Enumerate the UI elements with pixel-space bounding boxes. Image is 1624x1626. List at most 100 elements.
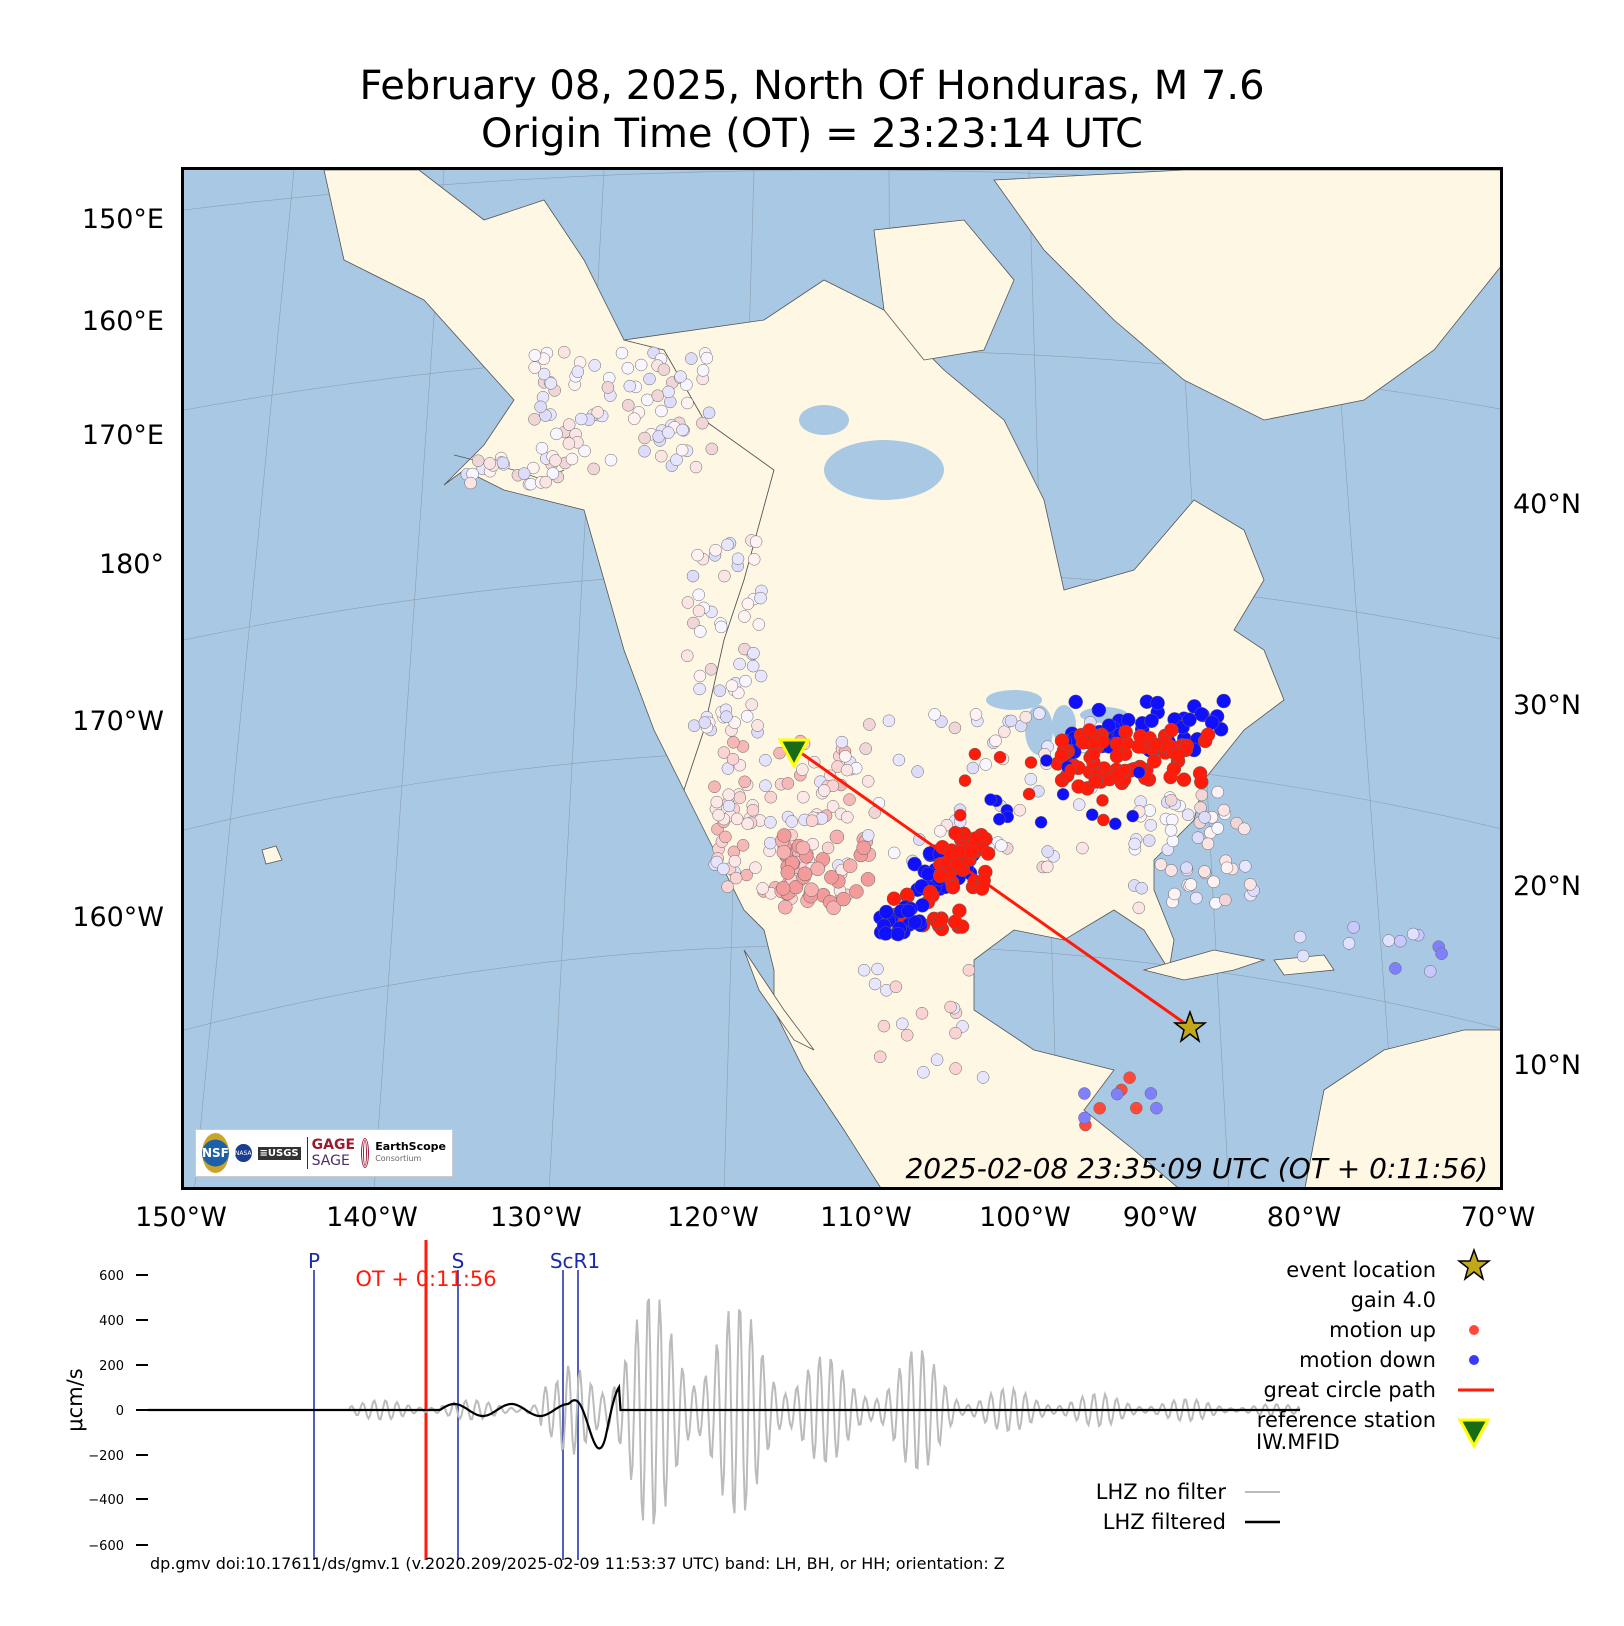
- station-marker: [689, 460, 703, 474]
- phase-marker-label: S: [452, 1249, 465, 1273]
- station-marker: [785, 815, 799, 828]
- station-marker: [810, 861, 825, 877]
- legend-motion-down: motion down: [1299, 1348, 1436, 1372]
- station-marker: [1211, 785, 1224, 799]
- station-marker: [949, 1026, 962, 1040]
- station-marker: [993, 750, 1007, 764]
- right-axis-label: 40°N: [1513, 489, 1582, 520]
- station-marker: [829, 829, 845, 845]
- station-marker: [676, 423, 689, 437]
- station-marker: [1144, 713, 1159, 729]
- station-marker: [944, 1000, 957, 1014]
- station-marker: [741, 597, 755, 611]
- station-marker: [621, 361, 635, 375]
- station-marker: [713, 684, 727, 697]
- landmasses: [261, 170, 1500, 1187]
- station-marker: [911, 765, 924, 778]
- station-marker: [859, 742, 872, 755]
- station-marker: [1201, 837, 1215, 851]
- station-marker: [1076, 841, 1089, 855]
- ot-marker-label: OT + 0:11:56: [355, 1267, 496, 1291]
- station-marker: [1180, 861, 1193, 875]
- station-marker: [1143, 804, 1157, 817]
- station-marker: [1144, 819, 1158, 832]
- station-marker: [764, 836, 777, 850]
- station-marker: [1184, 878, 1198, 891]
- y-tick-label: 400: [99, 1314, 124, 1329]
- station-marker: [1170, 747, 1186, 763]
- station-marker: [976, 1071, 990, 1084]
- station-marker: [958, 774, 972, 787]
- station-marker: [1389, 962, 1402, 975]
- station-marker: [557, 345, 571, 359]
- station-marker: [984, 793, 997, 806]
- station-marker: [821, 841, 835, 855]
- station-marker: [1191, 831, 1205, 844]
- station-marker: [915, 1007, 929, 1020]
- station-marker: [681, 596, 695, 609]
- station-marker: [759, 779, 772, 792]
- station-marker: [949, 1062, 962, 1075]
- station-marker: [1293, 930, 1307, 944]
- station-marker: [953, 808, 967, 822]
- y-tick-label: −400: [88, 1493, 124, 1508]
- bottom-axis-label: 100°W: [979, 1202, 1071, 1233]
- station-marker: [738, 610, 751, 623]
- sage-text: SAGE: [311, 1153, 350, 1169]
- station-marker: [892, 753, 906, 767]
- station-marker: [1382, 934, 1395, 947]
- y-tick-label: 200: [99, 1359, 124, 1374]
- station-marker: [1093, 1102, 1106, 1115]
- station-marker: [1194, 774, 1209, 790]
- station-marker: [517, 467, 531, 480]
- legend-gain: gain 4.0: [1350, 1288, 1436, 1312]
- station-marker: [1154, 858, 1168, 871]
- ylabel: μcm/s: [63, 1368, 87, 1431]
- gage-text: GAGE: [311, 1137, 356, 1153]
- station-marker: [720, 710, 733, 723]
- station-marker: [989, 734, 1002, 748]
- bottom-axis-label: 130°W: [490, 1202, 582, 1233]
- legend-filtered: LHZ filtered: [1102, 1510, 1226, 1534]
- station-marker: [483, 457, 497, 470]
- hawaii: [261, 845, 283, 865]
- legend-reference-station: reference station: [1256, 1408, 1436, 1432]
- station-marker: [749, 535, 763, 548]
- station-marker: [601, 381, 615, 394]
- station-marker: [549, 454, 562, 467]
- station-marker: [948, 825, 963, 841]
- earthscope-text: EarthScope: [375, 1140, 446, 1153]
- station-marker: [759, 753, 772, 767]
- station-marker: [698, 716, 712, 729]
- station-marker: [1109, 736, 1125, 752]
- station-marker: [754, 591, 767, 605]
- station-marker: [550, 427, 563, 441]
- station-marker: [574, 412, 588, 426]
- station-marker: [728, 854, 742, 868]
- station-marker: [899, 887, 915, 903]
- nasa-logo: NASA: [234, 1144, 252, 1162]
- station-marker: [705, 442, 719, 456]
- great-circle-path: [793, 746, 1191, 1029]
- station-marker: [868, 977, 882, 991]
- station-marker: [945, 879, 961, 895]
- station-marker: [1118, 724, 1133, 740]
- station-marker: [1064, 763, 1078, 777]
- station-marker: [686, 569, 700, 583]
- station-marker: [778, 899, 793, 915]
- station-marker: [722, 788, 735, 801]
- station-marker: [776, 828, 792, 843]
- station-marker: [795, 840, 811, 856]
- station-marker: [1150, 695, 1165, 711]
- station-marker: [826, 800, 840, 813]
- bottom-axis-label: 70°W: [1460, 1202, 1536, 1233]
- station-marker: [1211, 822, 1224, 835]
- station-marker: [1132, 901, 1146, 915]
- y-ticks: 600 400 200 0 −200 −400 −600: [88, 1269, 148, 1554]
- station-marker: [764, 816, 777, 829]
- station-marker: [1164, 722, 1179, 738]
- station-marker: [1165, 864, 1178, 877]
- station-marker: [781, 777, 795, 790]
- station-marker: [1054, 748, 1070, 763]
- station-marker: [670, 453, 683, 467]
